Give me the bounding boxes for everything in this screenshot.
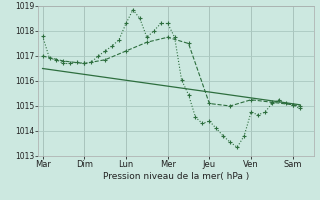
X-axis label: Pression niveau de la mer( hPa ): Pression niveau de la mer( hPa ) xyxy=(103,172,249,181)
